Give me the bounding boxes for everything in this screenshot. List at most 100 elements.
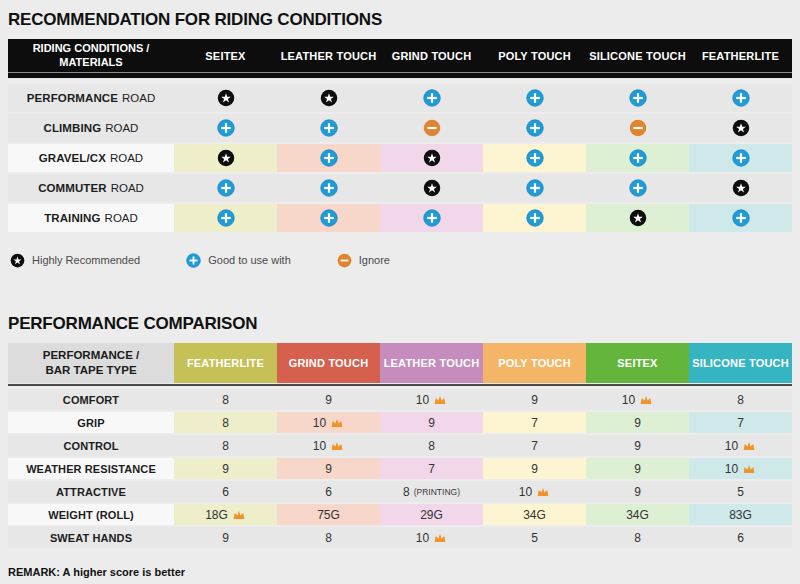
score-value: 8 [222, 439, 229, 453]
riding-table-row: TRAININGROAD [8, 204, 792, 232]
riding-cell [277, 84, 380, 112]
riding-row-label: PERFORMANCEROAD [8, 84, 174, 112]
legend-label: Ignore [359, 254, 390, 266]
score-cell: 10 [483, 481, 586, 502]
score-cell: 6 [689, 527, 792, 548]
riding-table-row: COMMUTERROAD [8, 174, 792, 202]
riding-row-label-rest: ROAD [122, 92, 155, 104]
score-value: 10 [519, 485, 532, 499]
score-cell: 34G [586, 504, 689, 525]
score-cell: 18G [174, 504, 277, 525]
crown-icon [742, 439, 756, 453]
riding-table-column-header: FEATHERLITE [689, 50, 792, 62]
score-value: 8 [428, 439, 435, 453]
score-cell: 9 [174, 527, 277, 548]
score-cell: 8 (PRINTING) [380, 481, 483, 502]
performance-row: WEIGHT (ROLL)18G75G29G34G34G83G [8, 504, 792, 525]
crown-icon [330, 416, 344, 430]
score-cell: 83G [689, 504, 792, 525]
score-cell: 10 [380, 527, 483, 548]
score-cell: 9 [277, 458, 380, 479]
score-cell: 9 [483, 458, 586, 479]
crown-icon [639, 393, 653, 407]
performance-row-label: CONTROL [8, 435, 174, 456]
score-value: 34G [523, 508, 546, 522]
plus-icon [217, 119, 235, 137]
performance-row: GRIP8109797 [8, 412, 792, 433]
score-cell: 29G [380, 504, 483, 525]
riding-table-row: CLIMBINGROAD [8, 114, 792, 142]
score-value: 9 [222, 462, 229, 476]
score-value: 8 [634, 531, 641, 545]
riding-row-label-rest: ROAD [105, 122, 138, 134]
legend-label: Highly Recommended [32, 254, 140, 266]
performance-column-header: LEATHER TOUCH [380, 343, 483, 383]
score-cell: 10 [277, 412, 380, 433]
score-value: 18G [205, 508, 228, 522]
corner-header-line: PERFORMANCE / [43, 348, 139, 363]
score-value: 7 [428, 462, 435, 476]
score-cell: 9 [380, 412, 483, 433]
star-icon [10, 253, 25, 268]
score-cell: 5 [483, 527, 586, 548]
score-cell: 6 [174, 481, 277, 502]
score-suffix: (PRINTING) [414, 487, 460, 497]
plus-icon [186, 253, 201, 268]
minus-icon [629, 119, 647, 137]
riding-table-row: PERFORMANCEROAD [8, 84, 792, 112]
score-value: 10 [416, 531, 429, 545]
star-icon [629, 209, 647, 227]
performance-table-body: COMFORT89109108GRIP8109797CONTROL8108791… [8, 389, 792, 548]
riding-cell [174, 114, 277, 142]
crown-icon [330, 439, 344, 453]
riding-row-label-bold: TRAINING [44, 212, 100, 224]
corner-header-line: BAR TAPE TYPE [45, 363, 136, 378]
plus-icon [320, 149, 338, 167]
score-cell: 9 [174, 458, 277, 479]
score-value: 9 [634, 416, 641, 430]
riding-cell [483, 174, 586, 202]
performance-row: WEATHER RESISTANCE9979910 [8, 458, 792, 479]
plus-icon [526, 209, 544, 227]
score-cell: 9 [277, 389, 380, 410]
score-cell: 10 [380, 389, 483, 410]
riding-cell [586, 204, 689, 232]
performance-row: ATTRACTIVE668(PRINTING)1095 [8, 481, 792, 502]
plus-icon [423, 89, 441, 107]
plus-icon [217, 179, 235, 197]
legend-item: Good to use with [186, 253, 291, 268]
riding-cell [689, 174, 792, 202]
riding-table-column-header: SILICONE TOUCH [586, 50, 689, 62]
score-cell: 8 [174, 435, 277, 456]
score-value: 9 [428, 416, 435, 430]
performance-table-corner-header: PERFORMANCE / BAR TAPE TYPE [8, 343, 174, 383]
star-icon [423, 179, 441, 197]
riding-cell [483, 114, 586, 142]
riding-table-corner-header: RIDING CONDITIONS / MATERIALS [8, 42, 174, 70]
star-icon [320, 89, 338, 107]
performance-row-label: GRIP [8, 412, 174, 433]
riding-row-label: CLIMBINGROAD [8, 114, 174, 142]
riding-cell [277, 204, 380, 232]
score-value: 8 [403, 485, 410, 499]
page-container: RECOMMENDATION FOR RIDING CONDITIONS RID… [0, 0, 800, 584]
header-underline-bar [8, 73, 792, 78]
riding-table-row: GRAVEL/CXROAD [8, 144, 792, 172]
performance-row-label: ATTRACTIVE [8, 481, 174, 502]
score-value: 10 [725, 462, 738, 476]
performance-row-label: WEIGHT (ROLL) [8, 504, 174, 525]
riding-table-column-header: LEATHER TOUCH [277, 50, 380, 62]
riding-row-label: COMMUTERROAD [8, 174, 174, 202]
score-value: 7 [531, 416, 538, 430]
score-cell: 7 [483, 412, 586, 433]
crown-icon [742, 462, 756, 476]
plus-icon [629, 89, 647, 107]
riding-cell [380, 144, 483, 172]
star-icon [217, 89, 235, 107]
legend-item: Highly Recommended [10, 253, 140, 268]
riding-row-label: TRAININGROAD [8, 204, 174, 232]
riding-cell [689, 204, 792, 232]
plus-icon [526, 149, 544, 167]
score-value: 10 [313, 439, 326, 453]
plus-icon [526, 89, 544, 107]
